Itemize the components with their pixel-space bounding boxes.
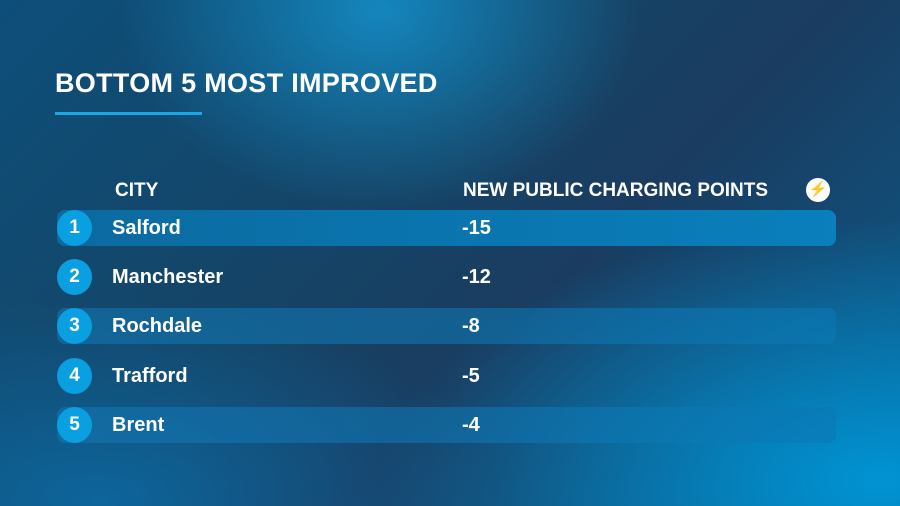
city-name: Manchester: [112, 266, 224, 288]
header-city: CITY: [115, 180, 159, 201]
table-row: 4 Trafford -5: [57, 358, 836, 394]
header-charging-points: NEW PUBLIC CHARGING POINTS: [463, 180, 769, 201]
title-underline: [55, 112, 202, 115]
page-title: BOTTOM 5 MOST IMPROVED: [55, 68, 438, 98]
table-row: 1 Salford -15: [57, 210, 836, 246]
city-name: Brent: [112, 414, 165, 436]
lightning-bolt-icon: ⚡: [806, 178, 830, 202]
city-name: Trafford: [112, 365, 188, 387]
rank-badge: 3: [57, 308, 92, 344]
table-row: 5 Brent -4: [57, 407, 836, 443]
rank-badge: 2: [57, 259, 92, 295]
rank-badge: 1: [57, 210, 92, 246]
charging-points-value: -8: [462, 315, 480, 337]
rank-badge: 4: [57, 358, 92, 394]
charging-points-value: -5: [462, 365, 480, 387]
charging-points-value: -4: [462, 414, 480, 436]
table-row: 2 Manchester -12: [57, 259, 836, 295]
charging-points-value: -15: [462, 217, 491, 239]
city-name: Salford: [112, 217, 181, 239]
rank-badge: 5: [57, 407, 92, 443]
table-row: 3 Rochdale -8: [57, 308, 836, 344]
charging-points-value: -12: [462, 266, 491, 288]
city-name: Rochdale: [112, 315, 203, 337]
